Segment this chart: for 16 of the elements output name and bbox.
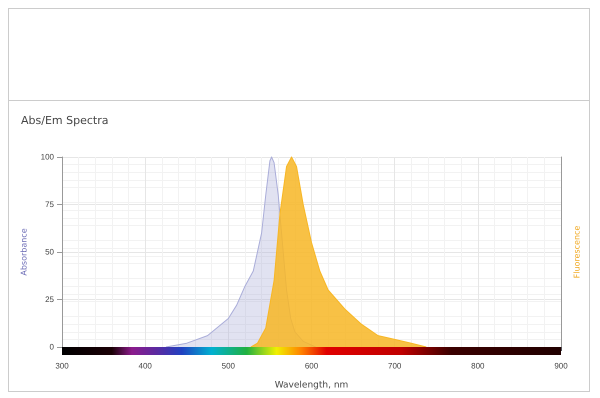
y-tick-label: 25 [45, 295, 55, 304]
x-tick-label: 800 [471, 362, 486, 370]
x-tick-label: 900 [554, 362, 568, 370]
x-tick-label: 300 [55, 362, 70, 370]
x-tick-label: 400 [138, 362, 152, 370]
y-tick-label: 75 [45, 200, 55, 209]
y2-axis-title: Fluorescence [572, 226, 582, 278]
x-axis-title: Wavelength, nm [274, 380, 348, 390]
y-axis-title: Absorbance [20, 228, 28, 276]
y-tick-label: 0 [50, 342, 55, 352]
y-tick-label: 100 [40, 152, 55, 162]
y-tick-label: 50 [45, 248, 55, 256]
x-tick-label: 600 [304, 362, 319, 370]
x-tick-label: 700 [388, 362, 402, 370]
chart-title: Abs/Em Spectra [21, 114, 108, 127]
x-tick-label: 500 [222, 362, 236, 370]
